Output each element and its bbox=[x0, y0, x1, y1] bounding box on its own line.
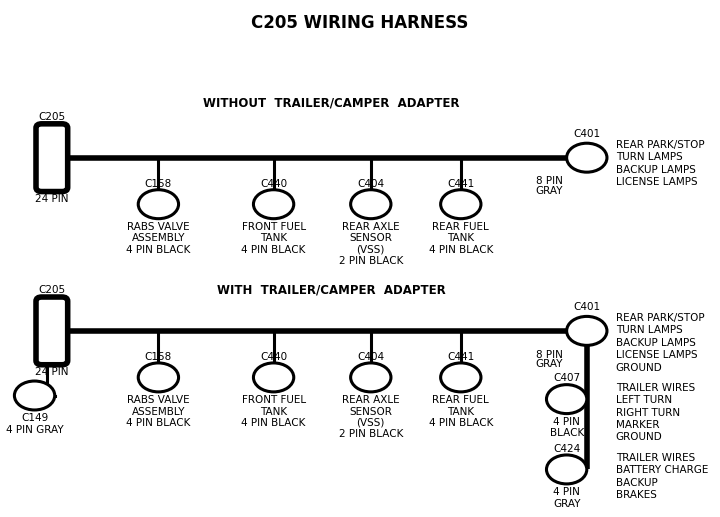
Text: LICENSE LAMPS: LICENSE LAMPS bbox=[616, 177, 697, 187]
Circle shape bbox=[567, 143, 607, 172]
Circle shape bbox=[441, 190, 481, 219]
Text: TANK: TANK bbox=[260, 233, 287, 244]
Text: GRAY: GRAY bbox=[536, 186, 563, 196]
Text: 2 PIN BLACK: 2 PIN BLACK bbox=[338, 429, 403, 439]
Circle shape bbox=[351, 363, 391, 392]
Text: 24 PIN: 24 PIN bbox=[35, 194, 68, 204]
Circle shape bbox=[14, 381, 55, 410]
Text: C205: C205 bbox=[38, 112, 66, 121]
FancyBboxPatch shape bbox=[36, 297, 68, 365]
Text: BLACK: BLACK bbox=[549, 428, 584, 438]
Text: C158: C158 bbox=[145, 178, 172, 189]
Text: RIGHT TURN: RIGHT TURN bbox=[616, 407, 680, 418]
Text: C205: C205 bbox=[38, 285, 66, 295]
Text: TRAILER WIRES: TRAILER WIRES bbox=[616, 383, 695, 393]
Text: 4 PIN BLACK: 4 PIN BLACK bbox=[126, 245, 191, 255]
Text: RABS VALVE: RABS VALVE bbox=[127, 395, 189, 405]
Text: 8 PIN: 8 PIN bbox=[536, 349, 563, 360]
Text: C205 WIRING HARNESS: C205 WIRING HARNESS bbox=[251, 14, 469, 32]
Text: ASSEMBLY: ASSEMBLY bbox=[132, 406, 185, 417]
Text: C149: C149 bbox=[21, 413, 48, 423]
Text: 4 PIN BLACK: 4 PIN BLACK bbox=[126, 418, 191, 428]
Text: 4 PIN: 4 PIN bbox=[553, 487, 580, 497]
Text: BACKUP LAMPS: BACKUP LAMPS bbox=[616, 164, 696, 175]
Text: BRAKES: BRAKES bbox=[616, 490, 657, 500]
Text: TANK: TANK bbox=[447, 233, 474, 244]
Text: 24 PIN: 24 PIN bbox=[35, 367, 68, 377]
Circle shape bbox=[253, 363, 294, 392]
Text: C401: C401 bbox=[573, 129, 600, 139]
Text: GRAY: GRAY bbox=[553, 498, 580, 509]
Text: FRONT FUEL: FRONT FUEL bbox=[241, 395, 306, 405]
Text: REAR PARK/STOP: REAR PARK/STOP bbox=[616, 313, 704, 323]
Text: REAR PARK/STOP: REAR PARK/STOP bbox=[616, 140, 704, 150]
Text: LEFT TURN: LEFT TURN bbox=[616, 395, 672, 405]
Text: BACKUP LAMPS: BACKUP LAMPS bbox=[616, 338, 696, 348]
Text: FRONT FUEL: FRONT FUEL bbox=[241, 222, 306, 232]
Text: C424: C424 bbox=[553, 444, 580, 454]
Text: (VSS): (VSS) bbox=[356, 245, 385, 255]
Circle shape bbox=[138, 363, 179, 392]
Text: C158: C158 bbox=[145, 352, 172, 362]
Text: C404: C404 bbox=[357, 178, 384, 189]
Text: WITHOUT  TRAILER/CAMPER  ADAPTER: WITHOUT TRAILER/CAMPER ADAPTER bbox=[203, 97, 459, 110]
Text: C401: C401 bbox=[573, 302, 600, 312]
Text: REAR FUEL: REAR FUEL bbox=[433, 222, 489, 232]
Text: TANK: TANK bbox=[260, 406, 287, 417]
Text: WITH  TRAILER/CAMPER  ADAPTER: WITH TRAILER/CAMPER ADAPTER bbox=[217, 283, 446, 296]
Text: 4 PIN BLACK: 4 PIN BLACK bbox=[428, 245, 493, 255]
Text: C404: C404 bbox=[357, 352, 384, 362]
Circle shape bbox=[546, 385, 587, 414]
Text: GROUND: GROUND bbox=[616, 432, 662, 443]
Text: (VSS): (VSS) bbox=[356, 418, 385, 428]
Text: ASSEMBLY: ASSEMBLY bbox=[132, 233, 185, 244]
Text: 4 PIN GRAY: 4 PIN GRAY bbox=[6, 424, 63, 435]
Text: LICENSE LAMPS: LICENSE LAMPS bbox=[616, 350, 697, 360]
Circle shape bbox=[351, 190, 391, 219]
Text: C441: C441 bbox=[447, 352, 474, 362]
Text: 4 PIN BLACK: 4 PIN BLACK bbox=[241, 418, 306, 428]
Text: TANK: TANK bbox=[447, 406, 474, 417]
Text: REAR AXLE: REAR AXLE bbox=[342, 395, 400, 405]
Text: REAR FUEL: REAR FUEL bbox=[433, 395, 489, 405]
Circle shape bbox=[441, 363, 481, 392]
Circle shape bbox=[138, 190, 179, 219]
Text: C440: C440 bbox=[260, 352, 287, 362]
Text: REAR AXLE: REAR AXLE bbox=[342, 222, 400, 232]
Text: BACKUP: BACKUP bbox=[616, 478, 657, 488]
Text: TURN LAMPS: TURN LAMPS bbox=[616, 325, 683, 336]
Text: 4 PIN: 4 PIN bbox=[553, 417, 580, 427]
Text: GROUND: GROUND bbox=[616, 362, 662, 373]
Text: GRAY: GRAY bbox=[536, 359, 563, 369]
Text: C407: C407 bbox=[553, 373, 580, 384]
Circle shape bbox=[567, 316, 607, 345]
Text: SENSOR: SENSOR bbox=[349, 233, 392, 244]
Text: 4 PIN BLACK: 4 PIN BLACK bbox=[241, 245, 306, 255]
Text: RABS VALVE: RABS VALVE bbox=[127, 222, 189, 232]
Circle shape bbox=[253, 190, 294, 219]
Text: SENSOR: SENSOR bbox=[349, 406, 392, 417]
FancyBboxPatch shape bbox=[36, 124, 68, 192]
Text: MARKER: MARKER bbox=[616, 420, 659, 430]
Text: BATTERY CHARGE: BATTERY CHARGE bbox=[616, 465, 708, 476]
Text: TURN LAMPS: TURN LAMPS bbox=[616, 152, 683, 162]
Text: C440: C440 bbox=[260, 178, 287, 189]
Text: TRAILER WIRES: TRAILER WIRES bbox=[616, 453, 695, 463]
Text: 8 PIN: 8 PIN bbox=[536, 176, 563, 187]
Circle shape bbox=[546, 455, 587, 484]
Text: 2 PIN BLACK: 2 PIN BLACK bbox=[338, 256, 403, 266]
Text: C441: C441 bbox=[447, 178, 474, 189]
Text: 4 PIN BLACK: 4 PIN BLACK bbox=[428, 418, 493, 428]
